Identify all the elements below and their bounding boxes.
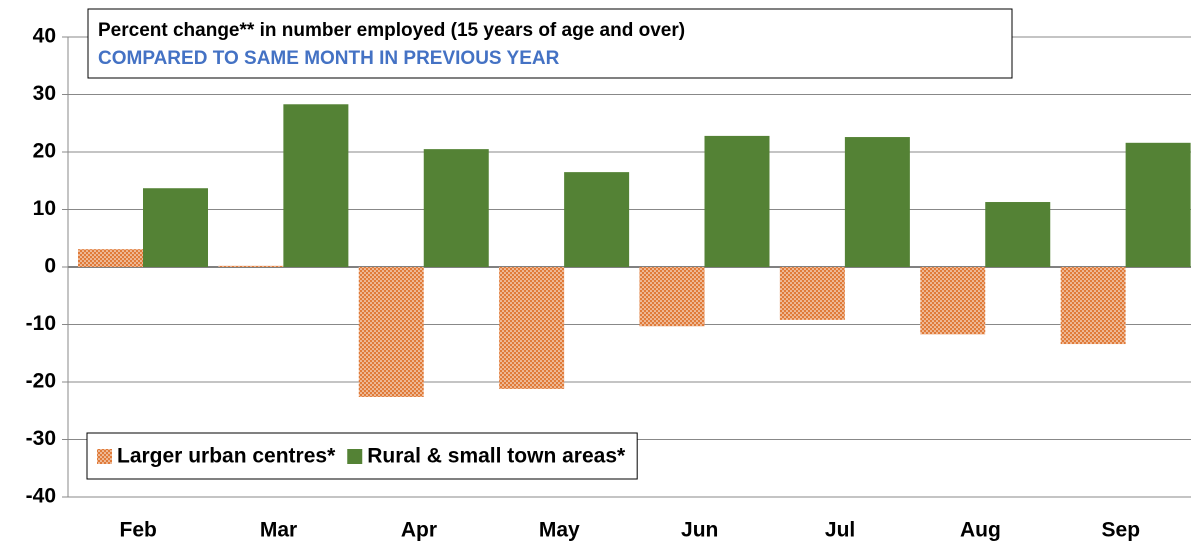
bar	[1060, 267, 1126, 345]
x-tick-label: May	[539, 519, 580, 542]
x-tick-label: Jul	[825, 519, 855, 542]
legend-label: Larger urban centres*	[117, 445, 336, 468]
x-tick-label: Apr	[401, 519, 437, 542]
legend-swatch	[97, 449, 112, 464]
y-tick-label: 40	[33, 25, 56, 48]
bar	[639, 267, 705, 327]
y-tick-label: -20	[26, 370, 56, 393]
y-tick-label: 10	[33, 197, 56, 220]
bar	[704, 135, 770, 267]
bar	[143, 188, 208, 267]
x-tick-label: Feb	[120, 519, 157, 542]
bar	[779, 267, 845, 320]
chart-title: Percent change** in number employed (15 …	[98, 20, 685, 41]
x-tick-label: Sep	[1102, 519, 1141, 542]
legend-swatch	[347, 449, 363, 464]
y-tick-label: 20	[33, 140, 56, 163]
title-box	[87, 8, 1013, 79]
y-tick-label: -40	[26, 485, 56, 508]
y-tick-label: 0	[44, 255, 56, 278]
bar	[920, 267, 986, 335]
y-tick-label: -30	[26, 427, 56, 450]
x-tick-label: Jun	[681, 519, 718, 542]
bar	[985, 202, 1051, 267]
y-tick-label: -10	[26, 312, 56, 335]
bar	[78, 249, 143, 267]
bar	[283, 104, 349, 268]
legend-label: Rural & small town areas*	[367, 445, 626, 468]
y-tick-label: 30	[33, 82, 56, 105]
chart-subtitle: COMPARED TO SAME MONTH IN PREVIOUS YEAR	[98, 48, 560, 69]
x-tick-label: Aug	[960, 519, 1001, 542]
x-tick-label: Mar	[260, 519, 297, 542]
bar	[358, 267, 424, 397]
bar	[423, 149, 489, 267]
bar	[1125, 142, 1191, 267]
bar	[844, 137, 910, 267]
bar	[564, 172, 630, 267]
bar	[218, 265, 284, 267]
bar	[499, 267, 565, 389]
